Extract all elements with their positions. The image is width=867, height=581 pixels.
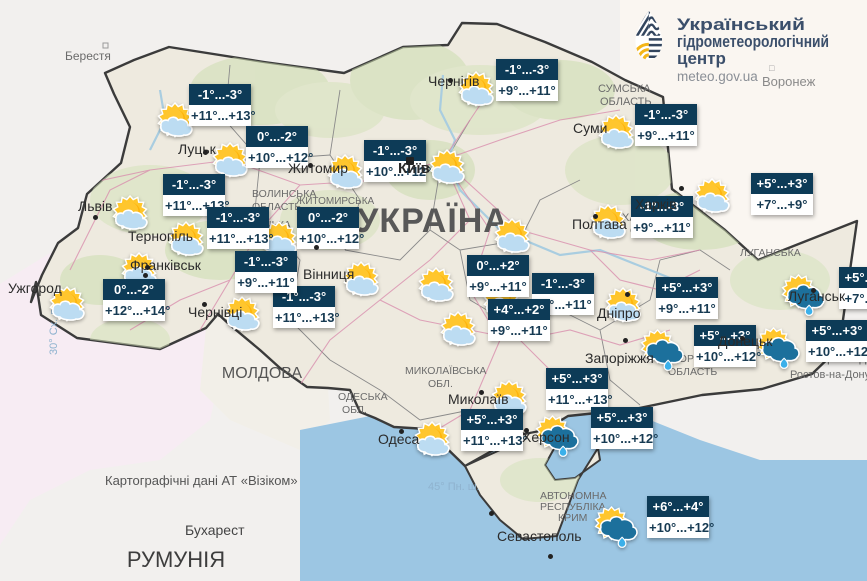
svg-text:ОБЛАСТЬ: ОБЛАСТЬ	[668, 366, 717, 378]
svg-text:□: □	[769, 63, 775, 73]
svg-text:Картографічні дані АТ «Візіком: Картографічні дані АТ «Візіком»	[105, 473, 298, 488]
svg-text:Берестя: Берестя	[65, 49, 111, 63]
svg-text:Воронеж: Воронеж	[762, 74, 816, 89]
svg-text:МОЛДОВА: МОЛДОВА	[222, 365, 303, 382]
svg-text:ЛУГАНСЬКА: ЛУГАНСЬКА	[740, 247, 801, 259]
svg-text:45° Пн. ш.: 45° Пн. ш.	[428, 481, 480, 493]
svg-text:МИКОЛАЇВСЬКА: МИКОЛАЇВСЬКА	[405, 365, 486, 377]
svg-text:ОДЕСЬКА: ОДЕСЬКА	[338, 391, 388, 403]
svg-text:РУМУНІЯ: РУМУНІЯ	[127, 547, 225, 572]
svg-text:Ростов-на-Дону: Ростов-на-Дону	[790, 369, 867, 381]
svg-text:meteo.gov.ua: meteo.gov.ua	[677, 69, 758, 84]
svg-text:УКРАЇНА: УКРАЇНА	[357, 202, 509, 240]
svg-text:Бухарест: Бухарест	[185, 522, 245, 538]
svg-text:ОБЛ.: ОБЛ.	[428, 378, 453, 390]
svg-text:КРИМ: КРИМ	[558, 512, 587, 524]
svg-text:ОБЛ.: ОБЛ.	[342, 404, 367, 416]
svg-text:центр: центр	[677, 49, 726, 68]
svg-text:СУМСЬКА: СУМСЬКА	[598, 83, 651, 95]
